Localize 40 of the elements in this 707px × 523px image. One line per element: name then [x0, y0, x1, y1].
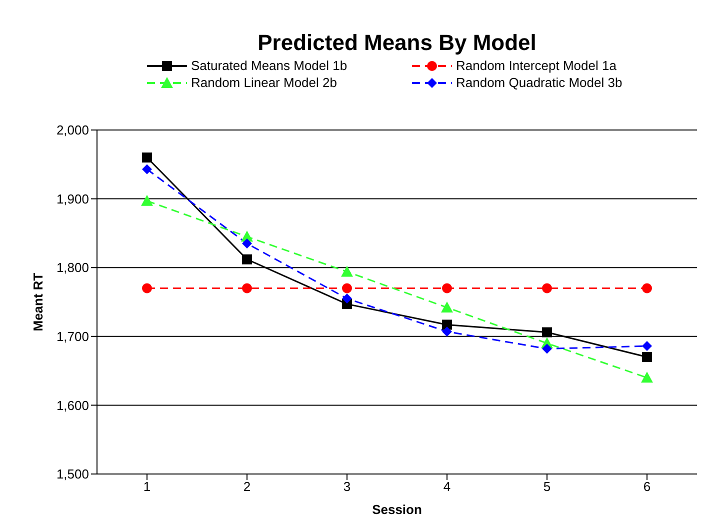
- point: [242, 283, 252, 294]
- x-axis-title: Session: [372, 502, 422, 517]
- y-tick-label: 1,700: [56, 329, 89, 344]
- point: [641, 372, 653, 383]
- y-tick-label: 1,900: [56, 191, 89, 206]
- point: [442, 283, 452, 294]
- point: [542, 327, 552, 338]
- x-tick-label: 6: [643, 479, 651, 494]
- point: [442, 320, 452, 330]
- legend-label: Random Quadratic Model 3b: [456, 75, 622, 90]
- point: [142, 164, 152, 174]
- y-tick-label: 1,600: [56, 398, 89, 413]
- point: [341, 266, 353, 277]
- point: [542, 283, 552, 294]
- point: [142, 152, 152, 163]
- x-tick-label: 3: [343, 479, 351, 494]
- legend-label: Saturated Means Model 1b: [191, 58, 348, 73]
- y-tick-label: 1,500: [56, 466, 89, 482]
- point: [642, 341, 652, 352]
- x-tick-label: 5: [543, 479, 551, 494]
- x-tick-label: 2: [243, 479, 251, 494]
- point: [242, 254, 252, 264]
- y-tick-label: 1,800: [56, 260, 89, 276]
- point: [342, 283, 352, 294]
- point: [141, 194, 153, 206]
- point: [342, 294, 352, 304]
- point: [442, 326, 452, 337]
- legend-label: Random Intercept Model 1a: [456, 58, 616, 73]
- point: [642, 352, 652, 362]
- x-tick-label: 1: [143, 479, 151, 494]
- y-axis-title: Meant RT: [30, 272, 46, 332]
- chart-title: Predicted Means By Model: [256, 30, 538, 56]
- legend-label: Random Linear Model 2b: [191, 75, 337, 90]
- point: [642, 283, 652, 294]
- point: [441, 302, 453, 313]
- y-tick-label: 2,000: [56, 122, 89, 138]
- point: [242, 238, 252, 249]
- point: [542, 344, 552, 354]
- x-tick-label: 4: [443, 479, 451, 494]
- point: [142, 283, 152, 294]
